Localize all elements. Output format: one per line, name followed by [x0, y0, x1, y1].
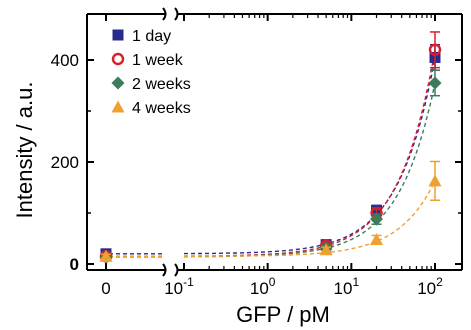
legend-label: 1 week — [132, 52, 184, 69]
x-tick-label: 10-1 — [164, 275, 194, 298]
legend: 1 day 1 week 2 weeks 4 weeks — [111, 28, 191, 117]
fit-curve-right — [184, 57, 436, 255]
x-tick-label: 0 — [101, 279, 110, 298]
data-point — [428, 43, 442, 56]
axis-break-mark — [162, 263, 167, 277]
legend-marker — [111, 76, 125, 90]
y-tick-label: 400 — [51, 51, 79, 70]
legend-label: 4 weeks — [132, 100, 191, 117]
axis-break-mark — [174, 263, 179, 277]
legend-label: 1 day — [132, 28, 171, 45]
tick-labels: 0 200 400 0 10-1 100 101 102 — [51, 51, 443, 298]
data-point — [99, 249, 113, 262]
data-point — [428, 174, 442, 187]
x-axis-title: GFP / pM — [236, 302, 330, 327]
data-point — [428, 76, 442, 90]
x-tick-label: 102 — [417, 275, 443, 298]
x-tick-label: 100 — [250, 275, 276, 298]
y-tick-label: 0 — [70, 255, 79, 274]
y-axis-title: Intensity / a.u. — [12, 82, 37, 219]
fit-curve-right — [184, 82, 436, 258]
axis-break-mark — [162, 7, 167, 21]
y-tick-label: 200 — [51, 153, 79, 172]
axes — [86, 7, 463, 277]
data-markers — [99, 31, 442, 264]
fit-curve-right — [184, 180, 436, 257]
data-point — [319, 243, 333, 256]
axis-break-mark — [174, 7, 179, 21]
x-tick-label: 101 — [334, 275, 360, 298]
fit-curve-right — [184, 49, 436, 257]
data-point — [370, 233, 384, 246]
legend-marker — [111, 52, 125, 66]
data-point — [370, 212, 384, 226]
legend-label: 2 weeks — [132, 76, 191, 93]
legend-marker — [112, 29, 124, 41]
legend-marker — [111, 100, 125, 113]
